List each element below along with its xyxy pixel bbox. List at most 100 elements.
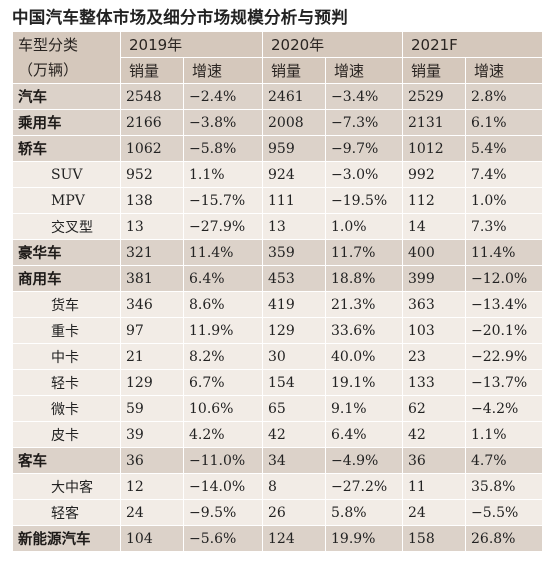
sales-2020-cell: 26: [262, 499, 326, 526]
sales-2020-cell: 13: [262, 213, 326, 240]
sales-2021f-cell: 2131: [402, 109, 466, 136]
header-metric-row: 销量 增速 销量 增速 销量 增速: [13, 57, 543, 84]
sales-2020-cell: 453: [262, 265, 326, 292]
sales-2019-cell: 13: [120, 213, 184, 240]
sales-2020-cell: 65: [262, 395, 326, 422]
sales-2019-cell: 381: [120, 265, 184, 292]
row-category-label: SUV: [12, 161, 121, 188]
sales-2021f-cell: 1012: [402, 135, 466, 162]
growth-2019-cell: −15.7%: [183, 187, 263, 214]
growth-2020-cell: 19.9%: [325, 525, 403, 552]
table-row: 轻卡 129 6.7% 154 19.1% 133 −13.7%: [12, 369, 543, 396]
table-row: 轻客 24 −9.5% 26 5.8% 24 −5.5%: [12, 499, 543, 526]
sales-2020-cell: 959: [262, 135, 326, 162]
growth-2019-cell: 4.2%: [183, 421, 263, 448]
sales-2021f-cell: 24: [402, 499, 466, 526]
row-category-label: 中卡: [12, 343, 121, 370]
growth-2019-cell: −9.5%: [183, 499, 263, 526]
sales-2020-cell: 8: [262, 473, 326, 500]
sales-2020-cell: 129: [262, 317, 326, 344]
sales-2020-cell: 111: [262, 187, 326, 214]
sales-2019-cell: 39: [120, 421, 184, 448]
growth-2019-cell: 6.7%: [183, 369, 263, 396]
growth-2020-cell: −9.7%: [325, 135, 403, 162]
growth-2021f-cell: 1.1%: [465, 421, 543, 448]
growth-header-2020: 增速: [325, 57, 403, 84]
growth-2021f-cell: 7.4%: [465, 161, 543, 188]
growth-2021f-cell: 4.7%: [465, 447, 543, 474]
growth-2020-cell: −27.2%: [325, 473, 403, 500]
sales-2019-cell: 104: [120, 525, 184, 552]
growth-2020-cell: −4.9%: [325, 447, 403, 474]
row-category-label: 汽车: [12, 83, 121, 110]
growth-2020-cell: 40.0%: [325, 343, 403, 370]
sales-2020-cell: 42: [262, 421, 326, 448]
growth-2021f-cell: 2.8%: [465, 83, 543, 110]
row-category-label: 皮卡: [12, 421, 121, 448]
sales-2019-cell: 2166: [120, 109, 184, 136]
sales-2019-cell: 321: [120, 239, 184, 266]
growth-2020-cell: −3.0%: [325, 161, 403, 188]
table-row: 货车 346 8.6% 419 21.3% 363 −13.4%: [12, 291, 543, 318]
table-row: 交叉型 13 −27.9% 13 1.0% 14 7.3%: [12, 213, 543, 240]
row-category-label: 新能源汽车: [12, 525, 121, 552]
growth-2021f-cell: 6.1%: [465, 109, 543, 136]
sales-2019-cell: 346: [120, 291, 184, 318]
sales-2021f-cell: 992: [402, 161, 466, 188]
growth-2021f-cell: 1.0%: [465, 187, 543, 214]
table-row: 微卡 59 10.6% 65 9.1% 62 −4.2%: [12, 395, 543, 422]
growth-2021f-cell: −4.2%: [465, 395, 543, 422]
table-row: 中卡 21 8.2% 30 40.0% 23 −22.9%: [12, 343, 543, 370]
sales-2021f-cell: 2529: [402, 83, 466, 110]
sales-2021f-cell: 400: [402, 239, 466, 266]
growth-2020-cell: 6.4%: [325, 421, 403, 448]
table-row: SUV 952 1.1% 924 −3.0% 992 7.4%: [12, 161, 543, 188]
sales-2021f-cell: 36: [402, 447, 466, 474]
sales-2019-cell: 1062: [120, 135, 184, 162]
type-header-cell: 车型分类 （万辆）: [12, 31, 121, 84]
row-category-label: 轻客: [12, 499, 121, 526]
growth-2021f-cell: 5.4%: [465, 135, 543, 162]
sales-2021f-cell: 42: [402, 421, 466, 448]
table-row: 新能源汽车 104 −5.6% 124 19.9% 158 26.8%: [12, 525, 543, 552]
growth-2019-cell: −11.0%: [183, 447, 263, 474]
sales-2019-cell: 12: [120, 473, 184, 500]
sales-2019-cell: 138: [120, 187, 184, 214]
year-header-2019: 2019年: [120, 31, 263, 58]
table-row: 商用车 381 6.4% 453 18.8% 399 −12.0%: [12, 265, 543, 292]
growth-2019-cell: 11.9%: [183, 317, 263, 344]
table-row: MPV 138 −15.7% 111 −19.5% 112 1.0%: [12, 187, 543, 214]
table-row: 汽车 2548 −2.4% 2461 −3.4% 2529 2.8%: [12, 83, 543, 110]
growth-2021f-cell: −13.4%: [465, 291, 543, 318]
sales-2021f-cell: 62: [402, 395, 466, 422]
growth-2020-cell: −7.3%: [325, 109, 403, 136]
growth-2021f-cell: −22.9%: [465, 343, 543, 370]
growth-2019-cell: −14.0%: [183, 473, 263, 500]
sales-2021f-cell: 103: [402, 317, 466, 344]
sales-2019-cell: 24: [120, 499, 184, 526]
sales-2021f-cell: 112: [402, 187, 466, 214]
growth-2021f-cell: −20.1%: [465, 317, 543, 344]
sales-2020-cell: 154: [262, 369, 326, 396]
growth-header-2019: 增速: [183, 57, 263, 84]
sales-2020-cell: 34: [262, 447, 326, 474]
table-row: 豪华车 321 11.4% 359 11.7% 400 11.4%: [12, 239, 543, 266]
sales-header-2021f: 销量: [402, 57, 466, 84]
sales-2019-cell: 952: [120, 161, 184, 188]
growth-2019-cell: −27.9%: [183, 213, 263, 240]
row-category-label: 微卡: [12, 395, 121, 422]
growth-2020-cell: 9.1%: [325, 395, 403, 422]
sales-2020-cell: 359: [262, 239, 326, 266]
growth-2021f-cell: 7.3%: [465, 213, 543, 240]
row-category-label: 豪华车: [12, 239, 121, 266]
sales-2021f-cell: 158: [402, 525, 466, 552]
growth-2020-cell: 5.8%: [325, 499, 403, 526]
row-category-label: 轿车: [12, 135, 121, 162]
market-table: 车型分类 （万辆） 2019年 2020年 2021F 销量 增速 销量 增速 …: [12, 31, 543, 552]
growth-2020-cell: 19.1%: [325, 369, 403, 396]
growth-2019-cell: −3.8%: [183, 109, 263, 136]
sales-2020-cell: 419: [262, 291, 326, 318]
table-row: 大中客 12 −14.0% 8 −27.2% 11 35.8%: [12, 473, 543, 500]
row-category-label: MPV: [12, 187, 121, 214]
growth-2019-cell: 8.6%: [183, 291, 263, 318]
